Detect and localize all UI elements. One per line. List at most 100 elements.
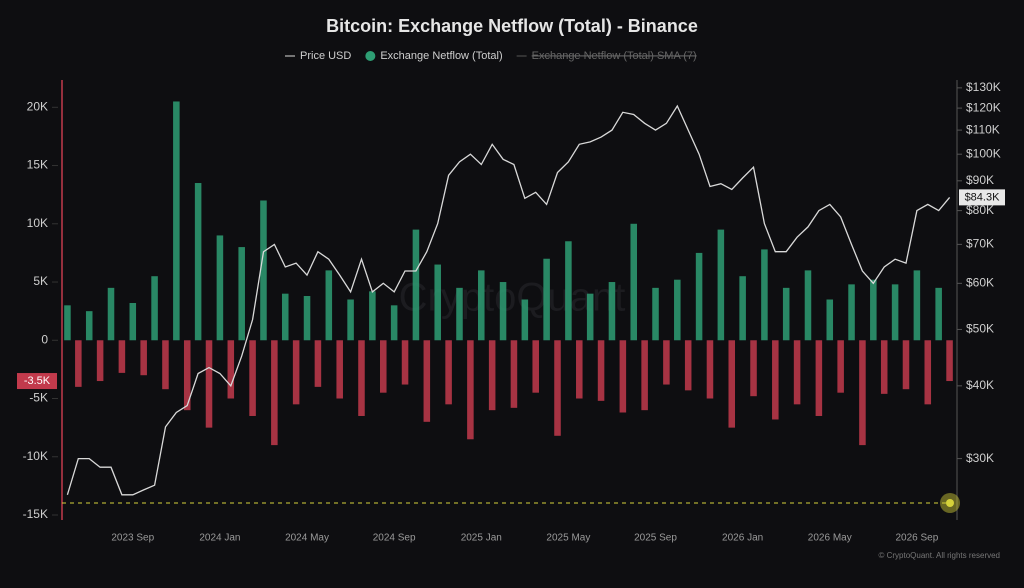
netflow-bar — [358, 340, 365, 416]
netflow-bar — [412, 229, 420, 341]
netflow-bar — [499, 282, 507, 341]
x-tick-label: 2024 May — [285, 533, 329, 544]
netflow-bar — [434, 264, 441, 341]
y2-tick-label: $130K — [966, 80, 1001, 94]
y2-tick-label: $90K — [966, 173, 994, 187]
y2-tick-label: $60K — [966, 276, 994, 290]
netflow-bar — [597, 340, 605, 401]
netflow-bar — [260, 200, 267, 341]
source: © CryptoQuant. All rights reserved — [879, 551, 1001, 560]
netflow-bar — [837, 340, 844, 393]
y-tick-label: 5K — [33, 274, 48, 288]
netflow-bar — [652, 287, 659, 341]
annotation-label: -3.5K — [24, 375, 51, 387]
netflow-bar — [870, 279, 877, 341]
y-tick-label: 0 — [41, 332, 48, 346]
netflow-bar — [717, 229, 725, 341]
legend-label: Exchange Netflow (Total) — [380, 50, 502, 62]
y2-tick-label: $120K — [966, 100, 1001, 114]
netflow-bar — [336, 340, 343, 399]
legend-swatch — [365, 51, 376, 61]
netflow-bar — [706, 340, 714, 399]
netflow-bar — [369, 291, 376, 341]
netflow-bar — [118, 340, 126, 373]
netflow-bar — [205, 340, 213, 428]
netflow-bar — [902, 340, 910, 390]
netflow-bar — [292, 340, 300, 405]
netflow-bar — [565, 241, 572, 341]
netflow-bar — [129, 302, 137, 341]
netflow-bar — [216, 235, 224, 341]
netflow-bar — [684, 340, 692, 391]
netflow-bar — [619, 340, 627, 413]
x-tick-label: 2024 Jan — [199, 533, 240, 544]
y2-tick-label: $70K — [966, 237, 994, 251]
netflow-bar — [75, 340, 82, 387]
legend-label-hidden: Exchange Netflow (Total) SMA (7) — [532, 50, 697, 62]
netflow-bar — [107, 287, 115, 341]
price-line — [66, 104, 951, 496]
annotation-box — [959, 189, 1005, 206]
netflow-bar — [85, 311, 93, 341]
x-tick-label: 2026 Jan — [722, 533, 763, 544]
netflow-bar — [401, 340, 409, 385]
annotation-label: $84.3K — [965, 191, 1001, 203]
netflow-bar — [347, 299, 354, 341]
netflow-bar — [281, 293, 289, 341]
netflow-bar — [891, 284, 899, 341]
netflow-bar — [695, 252, 703, 341]
netflow-bar — [880, 340, 888, 394]
netflow-bar — [162, 340, 169, 390]
netflow-bar — [728, 340, 736, 428]
netflow-bar — [532, 340, 539, 393]
netflow-bar — [630, 223, 638, 341]
y-tick-label: -15K — [23, 507, 48, 521]
netflow-bar — [467, 340, 474, 440]
y2-tick-label: $110K — [966, 122, 1000, 136]
netflow-bar — [303, 296, 311, 341]
netflow-bar — [325, 270, 333, 341]
netflow-bar — [249, 340, 256, 416]
netflow-bar — [488, 340, 496, 411]
netflow-bar — [772, 340, 779, 420]
netflow-bar — [173, 101, 180, 341]
netflow-bar — [271, 340, 278, 446]
y2-tick-label: $30K — [966, 451, 994, 465]
y-tick-label: -5K — [29, 391, 48, 405]
netflow-bar — [750, 340, 757, 397]
x-tick-label: 2026 Sep — [895, 533, 938, 544]
netflow-bar — [815, 340, 823, 416]
netflow-bar — [140, 340, 147, 376]
netflow-bar — [227, 340, 235, 399]
legend-label: Price USD — [300, 50, 351, 62]
netflow-bar — [782, 287, 790, 341]
y-tick-label: 15K — [27, 158, 48, 172]
netflow-bar — [423, 340, 431, 422]
netflow-bar — [478, 270, 485, 341]
netflow-bar — [935, 287, 942, 341]
x-tick-label: 2025 Jan — [461, 533, 502, 544]
netflow-bar — [183, 340, 191, 411]
netflow-bar — [739, 276, 746, 341]
y2-tick-label: $50K — [966, 322, 994, 336]
netflow-bar — [946, 340, 953, 382]
netflow-bar — [913, 270, 921, 341]
y2-tick-label: $40K — [966, 378, 994, 392]
netflow-bar — [641, 340, 648, 411]
netflow-bar — [445, 340, 452, 405]
netflow-bar — [848, 284, 855, 341]
netflow-bar — [608, 282, 616, 341]
x-tick-label: 2026 May — [808, 533, 852, 544]
netflow-bar — [238, 247, 245, 341]
reference-dot — [946, 499, 954, 507]
netflow-bar — [510, 340, 518, 408]
netflow-bar — [761, 249, 768, 341]
annotation-box — [17, 373, 57, 390]
netflow-bar — [96, 340, 104, 382]
x-tick-label: 2025 Sep — [634, 533, 677, 544]
netflow-bar — [194, 183, 202, 341]
x-tick-label: 2025 May — [546, 533, 590, 544]
y-tick-label: 20K — [27, 99, 48, 113]
